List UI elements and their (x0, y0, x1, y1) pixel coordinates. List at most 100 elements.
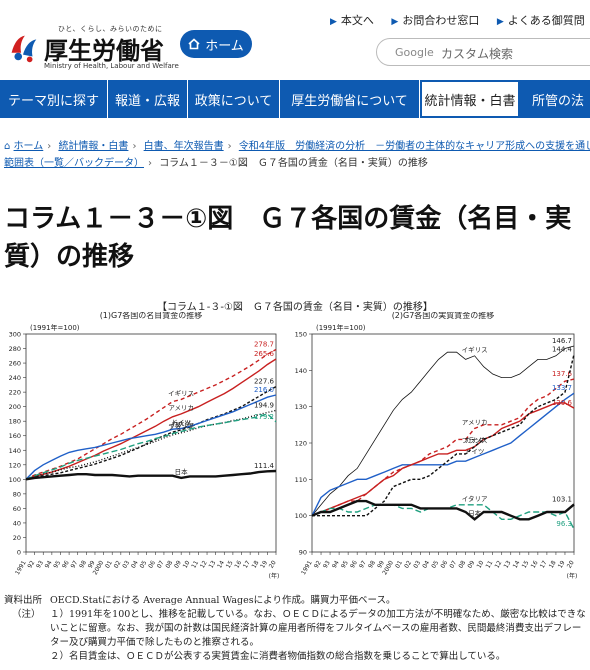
y-tick-label: 60 (13, 505, 21, 513)
nav-item-jurisdiction[interactable]: 所管の法 (532, 93, 585, 109)
series-line (311, 378, 575, 517)
search-brand: Google (395, 46, 434, 59)
x-tick-label: 07 (448, 559, 458, 569)
series-end-label: 216.0 (254, 386, 274, 394)
contact-link[interactable]: ▶ お問合わせ窓口 (391, 14, 480, 27)
nav-item-themes[interactable]: テーマ別に探す (0, 80, 108, 118)
y-tick-label: 260 (9, 360, 21, 368)
x-tick-label: 96 (349, 559, 359, 569)
x-tick-label: 04 (130, 559, 140, 569)
series-name-label: アメリカ (168, 404, 194, 412)
y-tick-label: 220 (9, 389, 21, 397)
home-button-label: ホーム (205, 38, 244, 54)
x-tick-label: 18 (251, 559, 261, 569)
y-tick-label: 160 (9, 432, 21, 440)
y-tick-label: 40 (13, 519, 21, 527)
series-end-label: 227.6 (254, 378, 275, 386)
skip-to-content-link[interactable]: ▶ 本文へ (330, 14, 374, 27)
faq-link[interactable]: ▶ よくある御質問 (496, 14, 585, 27)
x-tick-label: 16 (233, 559, 243, 569)
figure-caption: 【コラム１-３-①図 Ｇ７各国の賃金（名目・実質）の推移】 (157, 302, 433, 313)
x-tick-label: 20 (566, 559, 576, 569)
series-line (25, 413, 277, 480)
plot-frame (311, 333, 575, 553)
x-tick-label: 08 (164, 559, 174, 569)
series-name-label: イギリス (168, 389, 194, 397)
x-tick-label: 93 (322, 559, 332, 569)
search-input[interactable]: Google カスタム検索 (376, 38, 590, 66)
x-tick-label: 03 (121, 559, 131, 569)
series-name-label: イタリア (168, 420, 194, 429)
y-tick-label: 100 (9, 476, 21, 484)
page-title: コラム１－３－①図 Ｇ７各国の賃金（名目・実質）の推移 (4, 204, 572, 272)
x-tick-label: 93 (35, 559, 45, 569)
x-tick-label: 16 (530, 559, 540, 569)
x-tick-label: 1991 (14, 559, 28, 576)
y-tick-label: 80 (13, 490, 21, 498)
x-tick-label: 03 (412, 559, 422, 569)
y-tick-label: 200 (9, 403, 21, 411)
series-line (25, 469, 277, 481)
x-tick-label: 19 (259, 559, 269, 569)
ministry-logo-icon (5, 29, 41, 65)
series-line (311, 499, 575, 521)
x-tick-label: 12 (199, 559, 209, 569)
logo-tagline: ひと、くらし、みらいのために (58, 25, 163, 33)
breadcrumb-labour-economy[interactable]: 令和4年版 労働経済の分析 －労働者の主体的なキャリア形成への支援を通じた (238, 141, 590, 152)
series-end-label: 129.6 (552, 399, 573, 407)
figure-notes: 資料出所 OECD.Statにおける Average Annual Wagesに… (4, 594, 590, 664)
home-icon (188, 38, 200, 50)
breadcrumb-statistics[interactable]: 統計情報・白書 (58, 141, 129, 152)
x-tick-label: 98 (78, 559, 88, 569)
x-tick-label: 05 (139, 559, 149, 569)
x-tick-label: 14 (216, 559, 226, 569)
y-tick-label: 140 (9, 447, 21, 455)
x-tick-label: 13 (503, 559, 513, 569)
series-line (25, 358, 277, 480)
x-tick-label: 18 (548, 559, 558, 569)
x-tick-label: 12 (494, 559, 504, 569)
x-tick-label: 10 (182, 559, 192, 569)
chevron-right-icon: ▶ (391, 17, 399, 27)
chart-title: (1)G7各国の名目賃金の推移 (100, 312, 203, 320)
note-1: １）1991年を100とし、推移を記載している。なお、ＯＥＣＤによるデータの加工… (50, 609, 586, 648)
series-end-label: 137.6 (552, 370, 573, 378)
series-name-label: フランス (168, 423, 194, 431)
x-tick-label: 09 (173, 559, 183, 569)
y-tick-label: 20 (13, 534, 21, 542)
y-tick-label: 300 (9, 331, 21, 339)
main-nav: テーマ別に探す 報道・広報 政策について 厚生労働省について 統計情報・白書 所… (0, 80, 590, 118)
series-name-label: イタリア (462, 494, 488, 503)
nav-item-statistics[interactable]: 統計情報・白書 (420, 80, 520, 118)
x-unit-label: (年) (269, 572, 280, 580)
series-name-label: カナダ (465, 436, 485, 445)
x-tick-label: 99 (376, 559, 386, 569)
breadcrumb-figure-list[interactable]: 範囲表（一覧／バックデータ） (4, 158, 144, 169)
x-tick-label: 17 (242, 559, 252, 569)
nav-item-press[interactable]: 報道・広報 (108, 80, 188, 118)
figure-charts: (1)G7各国の名目賃金の推移(1991年=100)02040608010012… (9, 312, 578, 580)
breadcrumb-separator: › (47, 141, 52, 152)
logo-english-name: Ministry of Health, Labour and Welfare (44, 62, 179, 70)
home-button[interactable]: ホーム (180, 30, 252, 58)
x-tick-label: 15 (521, 559, 531, 569)
y-tick-label: 100 (295, 512, 307, 520)
breadcrumb-whitepapers[interactable]: 白書、年次報告書 (143, 141, 224, 152)
breadcrumb-home[interactable]: ホーム (13, 141, 44, 152)
y-tick-label: 150 (295, 331, 307, 339)
nav-item-policy[interactable]: 政策について (188, 80, 280, 118)
logo-name: 厚生労働省 (44, 36, 164, 65)
source-heading: 資料出所 (4, 595, 43, 606)
series-end-label: 144.4 (552, 345, 573, 353)
series-end-label: 146.7 (552, 337, 572, 345)
nav-item-about[interactable]: 厚生労働省について (280, 80, 420, 118)
x-tick-label: 95 (340, 559, 350, 569)
series-end-label: 103.1 (552, 495, 572, 503)
x-tick-label: 92 (26, 559, 36, 569)
x-tick-label: 04 (421, 559, 431, 569)
x-tick-label: 01 (394, 559, 404, 569)
x-tick-label: 11 (485, 559, 495, 569)
chart-index-note: (1991年=100) (316, 323, 366, 332)
chevron-right-icon: ▶ (496, 17, 504, 27)
site-logo[interactable]: ひと、くらし、みらいのために 厚生労働省 Ministry of Health,… (4, 22, 179, 70)
